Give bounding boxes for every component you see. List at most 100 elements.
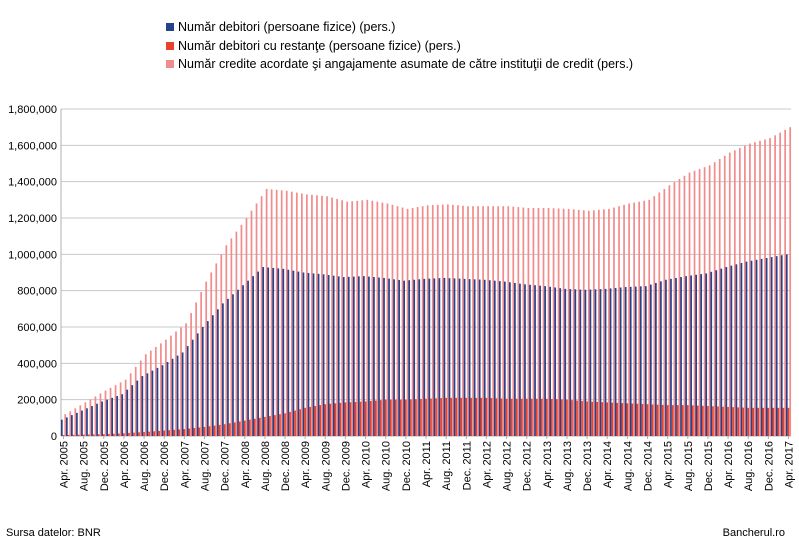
bar-credite [165, 339, 167, 436]
bar-debitori [388, 278, 390, 436]
bar-credite [64, 414, 67, 436]
bar-debitori [750, 260, 753, 436]
bar-debitori [287, 269, 290, 436]
bar-restante [470, 397, 473, 436]
bar-debitori [655, 282, 657, 436]
bar-debitori [136, 380, 139, 436]
bar-debitori [327, 274, 330, 436]
bar-debitori [765, 257, 768, 436]
bar-restante [782, 407, 785, 436]
bar-restante [651, 404, 654, 436]
bar-credite [592, 210, 595, 436]
bar-credite [547, 208, 550, 436]
bar-restante [269, 416, 271, 436]
bar-credite [361, 200, 364, 436]
bar-restante [82, 434, 85, 436]
bar-restante [762, 407, 765, 436]
bar-debitori [116, 396, 119, 436]
bar-restante [334, 403, 337, 436]
bar-debitori [222, 303, 224, 436]
bar-debitori [60, 419, 63, 436]
bar-credite [708, 165, 711, 437]
bar-credite [502, 206, 505, 436]
bar-restante [289, 411, 291, 436]
bar-restante [626, 403, 629, 436]
bar-credite [487, 206, 489, 436]
bar-debitori [448, 278, 451, 436]
bar-restante [616, 402, 619, 436]
bar-restante [354, 401, 357, 436]
bar-restante [556, 399, 558, 436]
bar-credite [587, 210, 590, 436]
bar-credite [482, 206, 484, 436]
bar-debitori [700, 274, 703, 436]
legend-label-restante: Număr debitori cu restanţe (persoane fiz… [178, 38, 461, 53]
bar-debitori [272, 267, 275, 436]
bar-debitori [649, 284, 652, 436]
source-note: Sursa datelor: BNR [6, 527, 101, 539]
bar-credite [180, 327, 182, 436]
bar-restante [691, 405, 694, 436]
x-tick-label: Aug. 2010 [381, 441, 393, 491]
bar-credite [376, 201, 379, 436]
bar-restante [243, 420, 246, 436]
bar-credite [190, 312, 192, 436]
bar-debitori [312, 273, 315, 436]
bar-credite [477, 206, 479, 436]
bar-credite [210, 272, 213, 436]
y-tick-label: 1,000,000 [8, 249, 57, 261]
bar-credite [572, 209, 575, 436]
bar-credite [744, 145, 746, 436]
bar-debitori [121, 394, 124, 436]
bar-credite [688, 172, 691, 437]
bar-debitori [196, 333, 199, 436]
bar-restante [641, 403, 644, 436]
bar-debitori [564, 288, 567, 436]
bar-debitori [242, 285, 244, 436]
bar-credite [154, 346, 157, 436]
legend-swatch-restante [166, 41, 174, 50]
bar-debitori [478, 279, 481, 436]
bar-restante [440, 398, 442, 436]
bar-restante [727, 406, 729, 436]
bar-debitori [363, 276, 365, 436]
bar-credite [119, 382, 122, 436]
bar-credite [421, 206, 424, 436]
bar-debitori [423, 278, 426, 436]
x-tick-label: Apr. 2017 [783, 441, 795, 488]
bar-debitori [91, 406, 93, 436]
bar-credite [124, 379, 127, 436]
bar-credite [658, 192, 661, 436]
bar-credite [769, 138, 771, 437]
bar-credite [195, 302, 197, 436]
bar-restante [279, 414, 281, 436]
bar-credite [265, 188, 268, 436]
bar-restante [233, 422, 236, 436]
bar-restante [525, 398, 528, 436]
bar-restante [138, 432, 140, 436]
y-tick-label: 400,000 [17, 358, 57, 370]
bar-credite [446, 204, 449, 436]
bar-credite [160, 343, 162, 436]
x-tick-label: Dec. 2015 [703, 441, 715, 491]
bar-credite [668, 185, 671, 436]
bar-restante [329, 403, 332, 436]
bar-restante [92, 434, 95, 436]
bar-debitori [544, 286, 546, 436]
bar-restante [379, 400, 382, 436]
bar-debitori [498, 281, 501, 436]
bar-credite [406, 208, 409, 436]
bar-credite [240, 224, 243, 436]
bar-restante [344, 402, 347, 436]
bar-restante [319, 405, 322, 436]
bar-credite [185, 323, 187, 436]
bar-credite [683, 175, 686, 436]
bar-debitori [594, 289, 597, 436]
bar-credite [104, 390, 107, 436]
bar-restante [702, 405, 704, 436]
bar-debitori [685, 276, 687, 436]
bar-restante [123, 433, 125, 436]
bar-credite [230, 238, 233, 436]
bar-restante [732, 407, 734, 436]
